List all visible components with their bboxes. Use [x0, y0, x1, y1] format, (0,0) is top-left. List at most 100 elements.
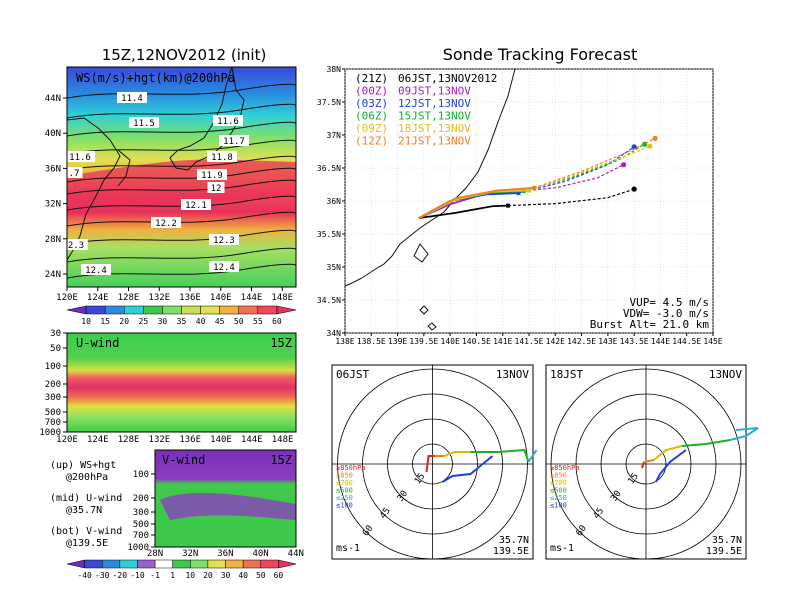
height-label-bg — [151, 217, 181, 228]
track-line-dashed — [534, 137, 656, 189]
colorbar-swatch — [238, 305, 259, 315]
colorbar-tick-label: 20 — [119, 317, 129, 326]
height-label-bg — [64, 239, 88, 250]
hodograph-segment — [527, 449, 538, 463]
height-label: 2.3 — [68, 241, 84, 251]
colorbar-swatch — [257, 305, 278, 315]
lat-tick-label: 44N — [288, 549, 304, 559]
lat-tick-label: 40N — [252, 549, 268, 559]
colorbar-swatch — [66, 559, 85, 569]
polar-level-legend: ≤100 — [336, 502, 353, 510]
height-label-bg — [65, 151, 95, 162]
pressure-tick-label: 100 — [133, 470, 149, 480]
ws-map-lat-ticks: 24N 28N 32N 36N 40N 44N — [45, 94, 67, 280]
height-contour-line — [66, 155, 297, 171]
lon-tick-label: 140E — [441, 337, 460, 346]
lon-tick-label: 138E — [335, 337, 354, 346]
height-contour-line — [66, 103, 297, 119]
lat-tick-label: 34.5N — [317, 296, 341, 305]
colorbar-swatch — [200, 305, 220, 315]
ws-map-panel: 11.4 11.5 11.6 11.7 11.6 11.8 .7 11.9 12 12.1 12.2… — [45, 66, 297, 303]
pressure-tick-label: 200 — [45, 380, 61, 390]
hodograph-segment — [643, 459, 655, 463]
height-label-bg — [209, 234, 239, 245]
colorbar-swatch — [101, 559, 121, 569]
colorbar-swatch — [181, 305, 201, 315]
lat-tick-label: 40N — [45, 129, 61, 139]
colorbar-tick-label: 30 — [221, 571, 231, 580]
colorbar-swatch — [66, 305, 87, 315]
height-label: 11.9 — [201, 171, 223, 181]
polar-level-legend: ≥850hPa — [550, 464, 580, 472]
lon-tick-label: 143E — [598, 337, 617, 346]
lon-tick-label: 124E — [87, 293, 109, 303]
track-legend-code: (00Z) — [355, 85, 388, 98]
height-contour-line — [66, 247, 297, 263]
track-legend-time: 21JST,13NOV — [398, 135, 471, 148]
island-outline-3 — [427, 322, 437, 331]
colorbar-tick-label: 50 — [256, 571, 266, 580]
lat-tick-label: 38N — [327, 65, 342, 74]
height-label: 12.4 — [213, 263, 235, 273]
height-label-bg — [219, 135, 249, 146]
colorbar-swatch — [104, 305, 125, 315]
v-wind-label: V-wind — [162, 453, 205, 467]
hodograph-segment — [444, 451, 471, 457]
polar-level-legend: ≥850hPa — [336, 464, 366, 472]
lat-tick-label: 37.5N — [317, 98, 341, 107]
hodograph-segment — [653, 445, 683, 461]
colorbar-swatch — [276, 305, 297, 315]
lat-tick-label: 36N — [217, 549, 233, 559]
colorbar-tick-label: 60 — [274, 571, 284, 580]
hodograph-segment — [641, 461, 645, 469]
height-label-bg — [181, 199, 211, 210]
lat-tick-label: 32N — [45, 200, 61, 210]
legend-up-line1: (up) WS+hgt — [50, 460, 116, 471]
height-label: 12 — [211, 184, 222, 194]
lat-tick-label: 36N — [327, 197, 342, 206]
colorbar-swatch — [219, 305, 239, 315]
track-marker — [527, 188, 531, 193]
pressure-tick-label: 1000 — [39, 428, 61, 438]
polar-level-legend: ≤850 — [550, 472, 567, 480]
pressure-tick-label: 500 — [45, 408, 61, 418]
colorbar-tick-label: 10 — [185, 571, 195, 580]
lat-tick-label: 34N — [327, 329, 342, 338]
height-label: 12.1 — [185, 201, 207, 211]
ws-map-lon-ticks: 120E 124E 128E 132E 136E 140E 144E 148E — [56, 287, 293, 303]
colorbar-tick-label: 15 — [100, 317, 110, 326]
island-outline-2 — [419, 305, 429, 315]
lon-tick-label: 124E — [87, 435, 109, 445]
lon-tick-label: 139E — [388, 337, 407, 346]
track-end-point — [631, 186, 637, 192]
v-wind-time: 15Z — [270, 453, 292, 467]
korea-coastline — [117, 149, 131, 187]
polar-level-legend: ≤850 — [336, 472, 353, 480]
lon-tick-label: 148E — [271, 293, 293, 303]
hodograph-segment — [441, 455, 494, 483]
height-labels: 11.4 11.5 11.6 11.7 11.6 11.8 .7 11.9 12 12.1 12.2… — [64, 92, 249, 276]
colorbar-swatch — [278, 559, 297, 569]
u-wind-label: U-wind — [76, 336, 119, 350]
height-label-bg — [65, 167, 83, 178]
asia-coastline — [66, 117, 121, 261]
lon-tick-label: 128E — [118, 435, 140, 445]
colorbar-swatch — [172, 559, 191, 569]
colorbar-swatch — [162, 305, 182, 315]
lon-tick-label: 136E — [179, 435, 201, 445]
colorbar-tick-label: 25 — [139, 317, 149, 326]
track-end-point — [621, 162, 627, 168]
hodograph-segment — [681, 439, 731, 447]
lat-tick-label: 24N — [45, 270, 61, 280]
colorbar-tick-label: 10 — [81, 317, 91, 326]
colorbar-tick-label: 35 — [177, 317, 187, 326]
track-legend-code: (12Z) — [355, 135, 388, 148]
hodograph-segment — [655, 449, 687, 483]
lat-tick-label: 36N — [45, 164, 61, 174]
pressure-tick-label: 100 — [45, 362, 61, 372]
lon-tick-label: 139.5E — [409, 337, 438, 346]
height-label: 11.5 — [133, 119, 155, 129]
wind-colorbar: -40 -30 -20 -10 -1 1 10 20 30 40 50 60 — [66, 559, 297, 580]
right-title: Sonde Tracking Forecast — [443, 45, 638, 64]
track-marker — [532, 185, 537, 190]
